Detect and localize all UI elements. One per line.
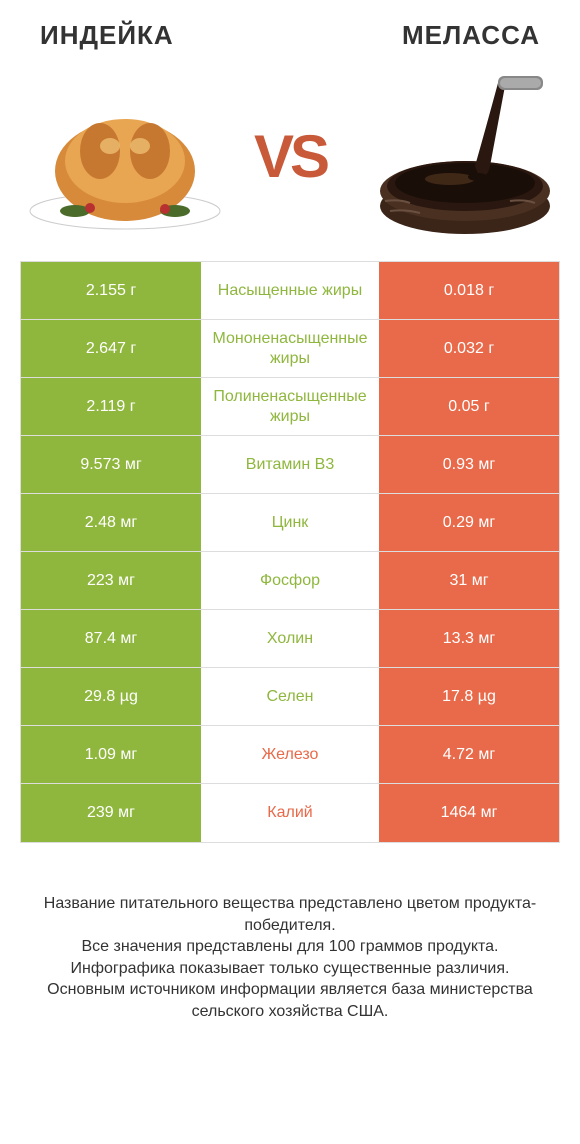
- nutrient-label-cell: Насыщенные жиры: [201, 262, 379, 319]
- footer-note: Название питательного вещества представл…: [0, 843, 580, 1023]
- nutrient-label-cell: Калий: [201, 784, 379, 842]
- left-value-cell: 29.8 µg: [21, 668, 201, 725]
- left-value-cell: 223 мг: [21, 552, 201, 609]
- right-value-cell: 1464 мг: [379, 784, 559, 842]
- left-value-cell: 2.647 г: [21, 320, 201, 377]
- nutrient-label-cell: Мононенасыщенные жиры: [201, 320, 379, 377]
- left-value-cell: 2.155 г: [21, 262, 201, 319]
- nutrient-label-cell: Цинк: [201, 494, 379, 551]
- table-row: 239 мгКалий1464 мг: [21, 784, 559, 842]
- nutrient-label-cell: Полиненасыщенные жиры: [201, 378, 379, 435]
- table-row: 2.119 гПолиненасыщенные жиры0.05 г: [21, 378, 559, 436]
- nutrient-label-cell: Витамин B3: [201, 436, 379, 493]
- nutrient-label-cell: Железо: [201, 726, 379, 783]
- left-value-cell: 9.573 мг: [21, 436, 201, 493]
- left-value-cell: 2.48 мг: [21, 494, 201, 551]
- nutrient-label-cell: Фосфор: [201, 552, 379, 609]
- images-row: VS: [0, 61, 580, 251]
- comparison-table: 2.155 гНасыщенные жиры0.018 г2.647 гМоно…: [20, 261, 560, 843]
- right-value-cell: 0.93 мг: [379, 436, 559, 493]
- left-value-cell: 87.4 мг: [21, 610, 201, 667]
- right-value-cell: 4.72 мг: [379, 726, 559, 783]
- molasses-image: [350, 71, 560, 241]
- right-value-cell: 17.8 µg: [379, 668, 559, 725]
- table-row: 223 мгФосфор31 мг: [21, 552, 559, 610]
- nutrient-label-cell: Холин: [201, 610, 379, 667]
- table-row: 1.09 мгЖелезо4.72 мг: [21, 726, 559, 784]
- left-food-title: ИНДЕЙКА: [40, 20, 174, 51]
- table-row: 2.48 мгЦинк0.29 мг: [21, 494, 559, 552]
- right-food-title: МЕЛАССА: [402, 20, 540, 51]
- table-row: 2.647 гМононенасыщенные жиры0.032 г: [21, 320, 559, 378]
- table-row: 87.4 мгХолин13.3 мг: [21, 610, 559, 668]
- nutrient-label-cell: Селен: [201, 668, 379, 725]
- right-value-cell: 0.05 г: [379, 378, 559, 435]
- right-value-cell: 0.29 мг: [379, 494, 559, 551]
- left-value-cell: 2.119 г: [21, 378, 201, 435]
- table-row: 9.573 мгВитамин B30.93 мг: [21, 436, 559, 494]
- turkey-image: [20, 71, 230, 241]
- table-row: 2.155 гНасыщенные жиры0.018 г: [21, 262, 559, 320]
- left-value-cell: 239 мг: [21, 784, 201, 842]
- right-value-cell: 31 мг: [379, 552, 559, 609]
- left-value-cell: 1.09 мг: [21, 726, 201, 783]
- footer-text: Название питательного вещества представл…: [44, 895, 536, 1020]
- right-value-cell: 13.3 мг: [379, 610, 559, 667]
- right-value-cell: 0.032 г: [379, 320, 559, 377]
- table-row: 29.8 µgСелен17.8 µg: [21, 668, 559, 726]
- right-value-cell: 0.018 г: [379, 262, 559, 319]
- vs-label: VS: [254, 122, 326, 191]
- header: ИНДЕЙКА МЕЛАССА: [0, 0, 580, 61]
